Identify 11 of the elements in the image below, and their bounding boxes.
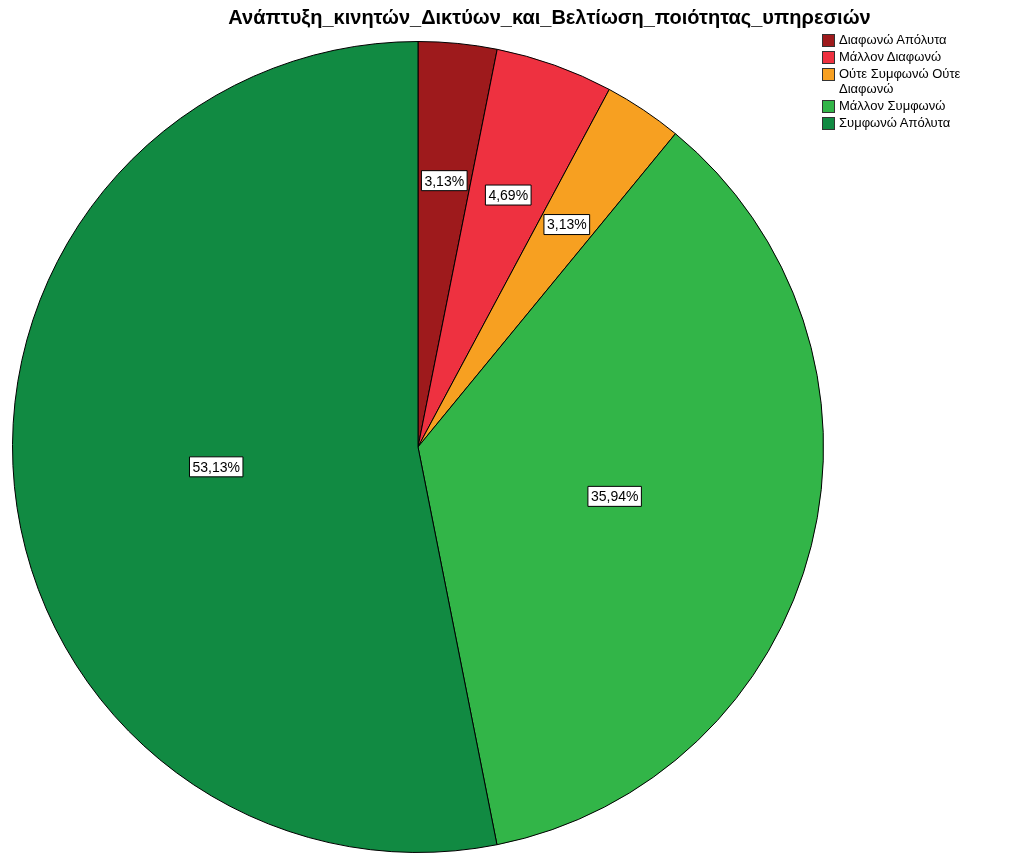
data-label: 3,13% <box>424 172 465 189</box>
data-label: 3,13% <box>546 216 587 233</box>
legend-label: Συμφωνώ Απόλυτα <box>839 115 952 130</box>
data-label: 53,13% <box>192 458 240 475</box>
legend-label: Μάλλον Διαφωνώ <box>839 49 943 64</box>
legend-label: Ούτε Συμφωνώ Ούτε Διαφωνώ <box>839 66 962 96</box>
data-label: 4,69% <box>488 186 529 203</box>
data-label: 35,94% <box>590 488 639 505</box>
chart-title: Ανάπτυξη_κινητών_Δικτύων_και_Βελτίωση_ποιότητας_υπηρεσιών <box>227 6 872 29</box>
legend-label: Μάλλον Συμφωνώ <box>839 98 947 113</box>
legend-label: Διαφωνώ Απόλυτα <box>839 32 948 47</box>
